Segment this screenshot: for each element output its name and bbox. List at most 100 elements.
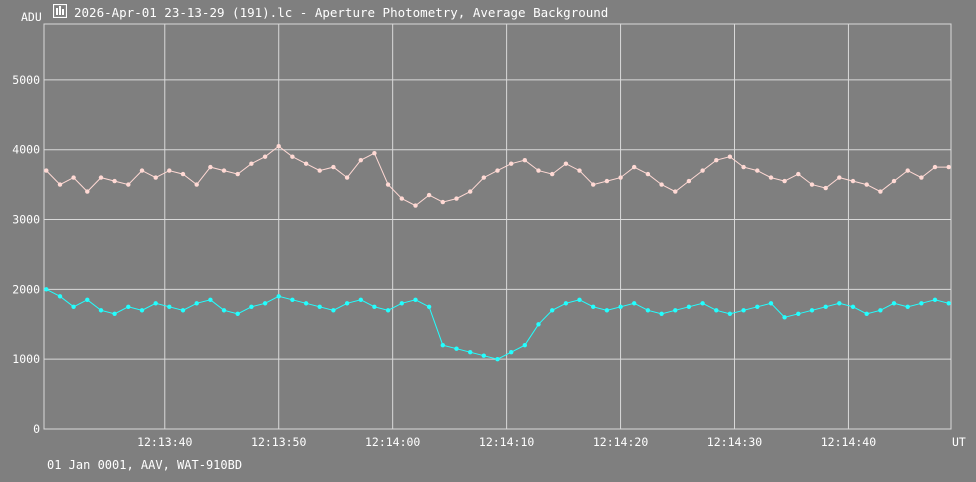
data-point <box>727 311 733 316</box>
data-point <box>208 164 213 170</box>
x-axis-label: UT <box>952 435 966 449</box>
data-point <box>481 353 486 358</box>
data-point <box>659 311 664 316</box>
data-point <box>891 301 897 306</box>
data-point <box>932 164 938 170</box>
data-point <box>645 171 651 177</box>
y-tick-label: 4000 <box>12 143 40 157</box>
data-point <box>850 178 856 184</box>
data-point <box>837 175 842 180</box>
data-point <box>522 343 527 348</box>
data-point <box>98 175 104 180</box>
data-point <box>426 192 432 198</box>
data-point <box>372 304 377 309</box>
data-point <box>385 182 391 187</box>
data-point <box>57 182 63 187</box>
series-line <box>46 288 949 360</box>
data-point <box>98 308 104 313</box>
data-point <box>741 308 746 313</box>
data-point <box>249 161 254 166</box>
data-point <box>768 301 774 306</box>
data-point <box>864 311 869 316</box>
data-point <box>126 182 131 187</box>
data-point <box>591 304 596 309</box>
data-point <box>837 301 842 306</box>
title-bar: 2026-Apr-01 23-13-29 (191).lc - Aperture… <box>0 0 976 24</box>
data-point <box>686 178 692 184</box>
data-point <box>57 294 63 299</box>
data-point <box>809 182 815 187</box>
data-point <box>727 154 733 159</box>
data-point <box>112 178 117 184</box>
data-point <box>618 304 623 309</box>
data-point <box>878 189 883 194</box>
data-point <box>317 168 322 173</box>
grid <box>44 24 951 430</box>
data-point <box>235 171 240 177</box>
data-point <box>426 304 432 309</box>
data-point <box>673 189 678 194</box>
data-point <box>221 168 227 173</box>
data-point <box>932 297 938 302</box>
data-point <box>919 175 924 180</box>
data-point <box>194 182 199 187</box>
data-point <box>495 357 500 362</box>
data-point <box>823 185 828 191</box>
data-point <box>563 161 569 166</box>
data-point <box>139 308 145 313</box>
lightcurve-app-icon[interactable] <box>53 4 67 18</box>
data-point <box>194 301 199 306</box>
data-point <box>755 304 760 309</box>
data-point <box>659 182 664 187</box>
data-point <box>276 294 281 299</box>
x-tick-label: 12:14:00 <box>365 435 420 449</box>
data-point <box>290 297 295 302</box>
data-point <box>126 304 131 309</box>
data-point <box>481 175 486 180</box>
data-point <box>112 311 117 316</box>
data-point <box>905 304 910 309</box>
series-layer <box>44 144 951 362</box>
data-point <box>905 168 910 173</box>
data-point <box>385 308 391 313</box>
data-point <box>85 297 90 302</box>
y-tick-label: 3000 <box>12 213 40 227</box>
data-point <box>522 158 527 163</box>
data-point <box>509 350 514 355</box>
data-point <box>180 171 186 177</box>
y-axis-label: ADU <box>21 10 42 24</box>
y-tick-label: 5000 <box>12 73 40 87</box>
data-point <box>303 161 309 166</box>
data-point <box>399 196 404 201</box>
data-point <box>755 168 760 173</box>
data-point <box>604 178 610 184</box>
data-point <box>358 158 363 163</box>
data-point <box>290 154 295 159</box>
data-point <box>782 315 787 320</box>
data-point <box>262 154 268 159</box>
data-point <box>331 164 336 170</box>
data-point <box>413 203 418 208</box>
data-point <box>864 182 869 187</box>
data-point <box>468 189 473 194</box>
data-point <box>645 308 651 313</box>
data-point <box>440 343 445 348</box>
x-tick-label: 12:14:30 <box>707 435 762 449</box>
data-point <box>303 301 309 306</box>
x-tick-label: 12:14:40 <box>821 435 876 449</box>
data-point <box>358 297 363 302</box>
data-point <box>71 175 76 180</box>
data-point <box>139 168 145 173</box>
series-1 <box>44 287 951 362</box>
data-point <box>536 322 541 327</box>
data-point <box>796 311 801 316</box>
data-point <box>167 304 172 309</box>
footer-info: 01 Jan 0001, AAV, WAT-910BD <box>47 458 243 472</box>
data-point <box>221 308 227 313</box>
data-point <box>167 168 172 173</box>
data-point <box>823 304 828 309</box>
data-point <box>153 301 158 306</box>
data-point <box>550 308 555 313</box>
window-title: 2026-Apr-01 23-13-29 (191).lc - Aperture… <box>74 5 609 20</box>
